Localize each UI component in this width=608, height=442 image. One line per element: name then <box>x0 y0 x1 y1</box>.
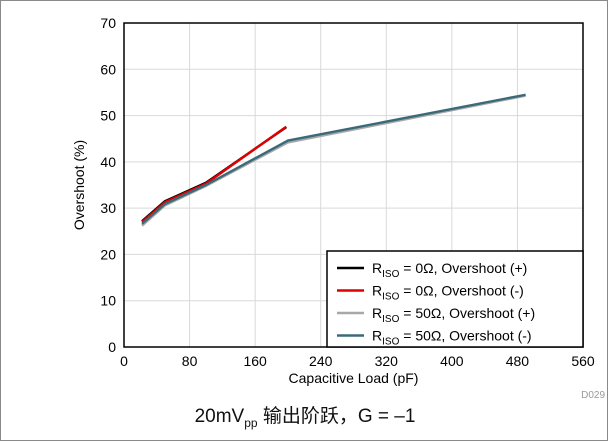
caption-rest: 输出阶跃，G = –1 <box>257 406 416 427</box>
legend-box <box>326 250 584 348</box>
y-tick-label: 60 <box>100 61 116 77</box>
x-tick-label: 560 <box>571 353 595 369</box>
y-tick-label: 10 <box>100 293 116 309</box>
series-line-4 <box>141 93 526 225</box>
y-tick-label: 50 <box>100 108 116 124</box>
series-lines <box>141 93 526 227</box>
x-tick-label: 240 <box>309 353 333 369</box>
caption-main: 20mV <box>194 406 245 427</box>
x-tick-label: 480 <box>506 353 530 369</box>
y-axis-title: Overshoot (%) <box>71 140 87 230</box>
y-tick-label: 40 <box>100 154 116 170</box>
figure-id-label: D029 <box>581 390 605 401</box>
x-tick-label: 400 <box>440 353 464 369</box>
y-tick-label: 30 <box>100 200 116 216</box>
x-tick-label: 160 <box>243 353 267 369</box>
series-line-2 <box>141 125 287 223</box>
legend-label: RISO = 50Ω, Overshoot (-) <box>372 328 532 348</box>
y-tick-label: 70 <box>100 15 116 31</box>
y-tick-label: 0 <box>108 339 116 355</box>
axis-ticks: 0 80 160 240 320 400 480 560 0 10 20 30 40 50 60 70 <box>100 15 594 369</box>
x-tick-label: 80 <box>182 353 198 369</box>
caption-subscript: pp <box>244 415 258 430</box>
legend: RISO = 0Ω, Overshoot (+) RISO = 0Ω, Overs… <box>326 250 584 348</box>
y-tick-label: 20 <box>100 246 116 262</box>
x-tick-label: 0 <box>120 353 128 369</box>
legend-label: RISO = 0Ω, Overshoot (-) <box>372 283 524 303</box>
x-tick-label: 320 <box>375 353 399 369</box>
legend-label: RISO = 0Ω, Overshoot (+) <box>372 260 527 280</box>
legend-label: RISO = 50Ω, Overshoot (+) <box>372 305 535 325</box>
x-axis-title: Capacitive Load (pF) <box>289 370 419 386</box>
grid <box>123 22 584 348</box>
figure-caption: 20mVpp 输出阶跃，G = –1 <box>1 401 608 430</box>
